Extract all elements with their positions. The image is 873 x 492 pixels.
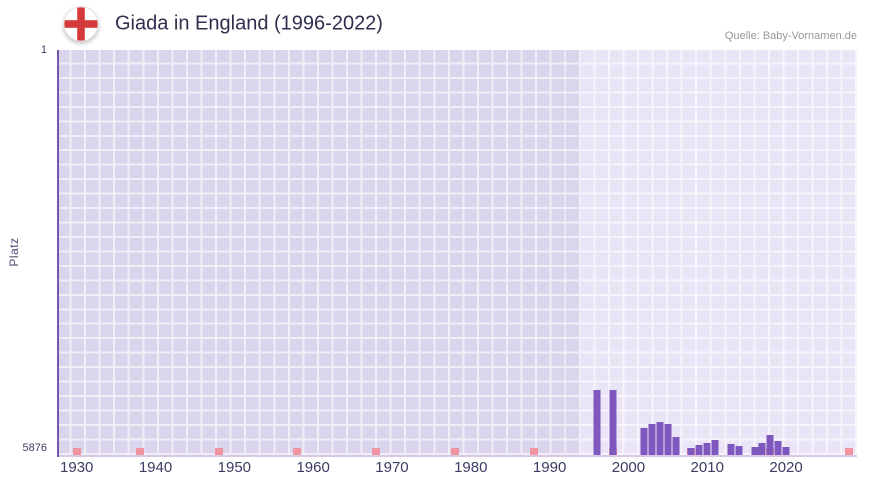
bar-2011: [711, 440, 719, 455]
bar-1996: [593, 389, 601, 455]
bar-2020: [782, 447, 790, 455]
plot-area: [57, 50, 857, 457]
x-axis-line: [57, 455, 857, 457]
x-tick-2000: 2000: [611, 459, 646, 476]
bar-2014: [735, 445, 743, 455]
x-axis-ticks: 1930 1940 1950 1960 1970 1980 1990 2000 2010 2020: [57, 459, 857, 483]
x-tick-1930: 1930: [60, 459, 94, 476]
bar-2019: [774, 440, 782, 455]
x-tick-2010: 2010: [690, 459, 724, 476]
bar-2009: [695, 444, 703, 455]
bar-2005: [664, 424, 672, 455]
chart-title: Giada in England (1996-2022): [115, 12, 383, 35]
bar-2016: [751, 447, 759, 455]
england-flag-icon: [63, 6, 99, 42]
chart-header: Giada in England (1996-2022) Quelle: Bab…: [57, 0, 857, 50]
baseline-marker-1988: [529, 448, 538, 455]
bar-2008: [687, 447, 695, 455]
bar-1998: [609, 390, 617, 455]
x-tick-1960: 1960: [296, 459, 330, 476]
baseline-marker-1968: [372, 448, 381, 455]
x-tick-1980: 1980: [454, 459, 488, 476]
y-tick-max: 1: [40, 44, 47, 56]
y-axis-line: [57, 50, 59, 457]
y-axis-label: Platz: [7, 237, 21, 267]
baseline-marker-1958: [293, 448, 302, 455]
flag-cross-horizontal: [63, 20, 99, 28]
y-tick-min: 5876: [22, 442, 47, 454]
bar-2013: [727, 444, 735, 455]
baseline-marker-2028: [845, 448, 854, 455]
bar-2006: [672, 437, 680, 455]
bar-2010: [703, 442, 711, 455]
x-tick-1950: 1950: [217, 459, 252, 476]
baseline-marker-1938: [135, 448, 144, 455]
source-credit: Quelle: Baby-Vornamen.de: [724, 30, 857, 42]
bar-2003: [648, 423, 656, 455]
bar-2004: [656, 422, 664, 455]
highlight-region: [581, 50, 857, 455]
bar-2018: [766, 434, 774, 455]
baseline-marker-1978: [451, 448, 460, 455]
x-tick-1940: 1940: [138, 459, 173, 476]
bar-2017: [758, 442, 766, 455]
x-tick-1970: 1970: [375, 459, 409, 476]
x-tick-1990: 1990: [532, 459, 567, 476]
baseline-marker-1948: [214, 448, 223, 455]
bar-2002: [640, 427, 648, 455]
baseline-marker-1930: [72, 448, 81, 455]
x-tick-2020: 2020: [769, 459, 803, 476]
